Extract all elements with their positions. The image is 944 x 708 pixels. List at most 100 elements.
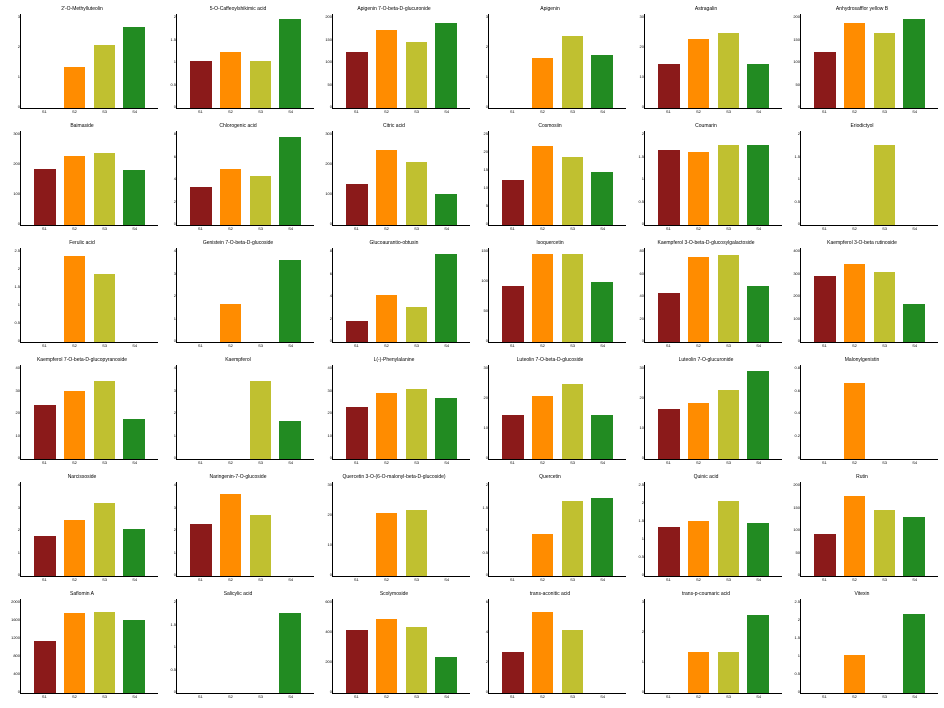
x-tick-label: S1 (813, 459, 835, 469)
x-tick-label: S2 (532, 225, 554, 235)
x-tick-label: S4 (592, 108, 614, 118)
bar (376, 150, 397, 225)
chart-panel: Scolymoside6004002000S1S2S3S4 (318, 589, 470, 704)
y-axis: 200150100500 (786, 482, 800, 587)
x-tick-label: S4 (124, 108, 146, 118)
chart-panel: Anhydrosafflor yellow B200150100500S1S2S… (786, 4, 938, 119)
x-tick-label: S2 (220, 342, 242, 352)
bar (658, 150, 679, 225)
bar (34, 405, 55, 459)
plot-area: S1S2S3S4 (332, 482, 470, 577)
x-tick-label: S3 (718, 459, 740, 469)
x-axis: S1S2S3S4 (645, 108, 782, 118)
bar (435, 254, 456, 342)
plot-wrap: 0.80.60.40.20S1S2S3S4 (786, 365, 938, 470)
plot-area: S1S2S3S4 (332, 131, 470, 226)
bar (532, 612, 553, 693)
x-tick-label: S4 (904, 576, 926, 586)
y-tick-label: 200 (793, 14, 800, 19)
y-axis: 21.510.50 (474, 482, 488, 587)
bar (279, 19, 300, 108)
bar (64, 391, 85, 459)
plot-wrap: 21.510.50S1S2S3S4 (162, 599, 314, 704)
y-tick-label: 200 (793, 293, 800, 298)
x-tick-label: S3 (718, 576, 740, 586)
x-tick-label: S2 (64, 342, 86, 352)
y-tick-label: 300 (793, 271, 800, 276)
bar (814, 52, 835, 108)
x-tick-label: S1 (189, 225, 211, 235)
bar (435, 398, 456, 459)
x-axis: S1S2S3S4 (801, 108, 938, 118)
bar (718, 255, 739, 342)
x-tick-label: S1 (657, 225, 679, 235)
chart-title: Cosmosiin (538, 121, 561, 131)
y-tick-label: 100 (325, 59, 332, 64)
y-axis: 150100500 (474, 248, 488, 353)
y-tick-label: 1200 (11, 635, 20, 640)
plot-area: S1S2S3S4 (176, 482, 314, 577)
plot-area: S1S2S3S4 (332, 365, 470, 460)
plot-wrap: 21.510.50S1S2S3S4 (474, 482, 626, 587)
x-axis: S1S2S3S4 (333, 108, 470, 118)
bar (123, 529, 144, 576)
x-tick-label: S3 (250, 225, 272, 235)
y-axis: 806040200 (630, 248, 644, 353)
x-tick-label: S1 (189, 459, 211, 469)
y-axis: 2.521.510.50 (630, 482, 644, 587)
x-tick-label: S2 (376, 108, 398, 118)
bar (747, 145, 768, 225)
bar (532, 58, 553, 108)
x-tick-label: S4 (748, 693, 770, 703)
x-tick-label: S1 (33, 576, 55, 586)
y-tick-label: 300 (13, 131, 20, 136)
plot-wrap: 43210S1S2S3S4 (162, 248, 314, 353)
plot-wrap: 403020100S1S2S3S4 (318, 365, 470, 470)
chart-panel: Malonylgenistin0.80.60.40.20S1S2S3S4 (786, 355, 938, 470)
x-tick-label: S2 (376, 693, 398, 703)
x-axis: S1S2S3S4 (645, 693, 782, 703)
plot-wrap: 150100500S1S2S3S4 (474, 248, 626, 353)
y-tick-label: 200 (13, 161, 20, 166)
x-axis: S1S2S3S4 (489, 576, 626, 586)
plot-area: S1S2S3S4 (176, 599, 314, 694)
plot-area: S1S2S3S4 (800, 599, 938, 694)
plot-wrap: 3020100S1S2S3S4 (630, 14, 782, 119)
plot-wrap: 6004002000S1S2S3S4 (318, 599, 470, 704)
bar (688, 39, 709, 108)
x-tick-label: S3 (874, 576, 896, 586)
bar (718, 390, 739, 459)
bar (250, 515, 271, 576)
x-axis: S1S2S3S4 (177, 225, 314, 235)
bar (279, 260, 300, 342)
x-tick-label: S4 (748, 342, 770, 352)
x-tick-label: S3 (94, 342, 116, 352)
x-tick-label: S2 (688, 108, 710, 118)
plot-wrap: 200150100500S1S2S3S4 (786, 14, 938, 119)
x-tick-label: S4 (904, 108, 926, 118)
x-tick-label: S3 (406, 459, 428, 469)
bar (123, 27, 144, 108)
bar (190, 61, 211, 108)
x-axis: S1S2S3S4 (177, 342, 314, 352)
x-tick-label: S2 (532, 108, 554, 118)
bar (346, 630, 367, 693)
chart-panel: Luteolin 7-O-beta-D-glucoside3020100S1S2… (474, 355, 626, 470)
plot-area: S1S2S3S4 (644, 131, 782, 226)
bar (591, 172, 612, 225)
x-tick-label: S4 (124, 225, 146, 235)
chart-title: Isoquercetin (536, 238, 563, 248)
bar (279, 421, 300, 459)
plot-area: S1S2S3S4 (644, 599, 782, 694)
plot-area: S1S2S3S4 (20, 365, 158, 460)
bar (903, 304, 924, 342)
plot-area: S1S2S3S4 (488, 365, 626, 460)
bar (658, 64, 679, 108)
chart-panel: Rutin200150100500S1S2S3S4 (786, 472, 938, 587)
x-tick-label: S4 (280, 576, 302, 586)
x-tick-label: S3 (94, 576, 116, 586)
x-tick-label: S1 (657, 459, 679, 469)
bar (435, 657, 456, 693)
chart-panel: Baimaside3002001000S1S2S3S4 (6, 121, 158, 236)
bar (190, 524, 211, 576)
